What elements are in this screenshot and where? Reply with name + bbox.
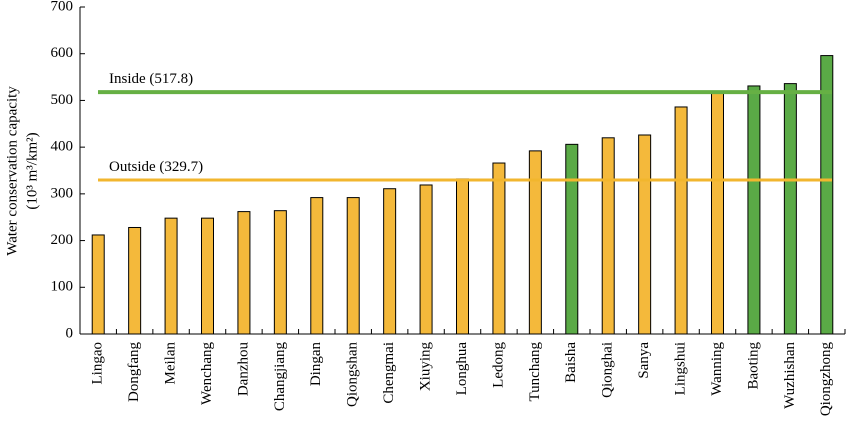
x-tick-label-tunchang: Tunchang xyxy=(527,342,543,402)
bar-xiuying xyxy=(419,184,433,335)
bar-changjiang xyxy=(273,210,287,335)
x-tick-label-baoting: Baoting xyxy=(745,342,761,390)
bars-layer xyxy=(91,55,834,335)
axes-layer xyxy=(79,7,845,335)
bar-baisha xyxy=(565,143,579,335)
bar-wenchang xyxy=(201,217,214,335)
x-tick-label-meilan: Meilan xyxy=(163,342,179,385)
y-tick-label: 300 xyxy=(51,185,74,201)
y-axis-label: Water conservation capacity xyxy=(4,86,20,256)
bar-sanya xyxy=(638,134,652,335)
x-tick-label-wenchang: Wenchang xyxy=(199,342,215,405)
bar-ledong xyxy=(492,162,506,335)
y-tick-label: 100 xyxy=(51,279,74,295)
x-tick-label-wanning: Wanning xyxy=(709,342,725,396)
x-tick-label-ledong: Ledong xyxy=(490,342,506,388)
x-tick-label-danzhou: Danzhou xyxy=(235,342,251,397)
reference-lines-layer: Inside (517.8) Outside (329.7) xyxy=(98,71,832,182)
reference-label-outside: Outside (329.7) xyxy=(109,159,203,175)
y-tick-label: 700 xyxy=(51,0,74,14)
bar-qiongzhong xyxy=(820,55,834,335)
bar-danzhou xyxy=(237,211,251,335)
x-tick-label-lingao: Lingao xyxy=(90,342,106,385)
y-axis-title: Water conservation capacity (10³ m³/km²) xyxy=(4,86,40,256)
bar-lingao xyxy=(91,234,105,335)
bar-dingan xyxy=(310,197,324,335)
bar-wuzhishan xyxy=(783,83,797,335)
x-tick-label-qionghai: Qionghai xyxy=(600,342,616,398)
reference-label-inside: Inside (517.8) xyxy=(109,71,193,87)
x-tick-label-wuzhishan: Wuzhishan xyxy=(782,342,798,409)
bar-dongfang xyxy=(128,226,142,335)
y-tick-label: 0 xyxy=(66,325,74,341)
bar-chengmai xyxy=(383,188,397,335)
y-ticks-layer: 0 100 200 300 400 500 600 700 xyxy=(51,0,85,341)
x-tick-label-qiongshan: Qiongshan xyxy=(345,342,361,407)
bar-wanning xyxy=(711,91,724,335)
x-tick-label-lingshui: Lingshui xyxy=(673,342,689,395)
y-tick-label: 400 xyxy=(51,139,74,155)
y-tick-label: 500 xyxy=(51,92,74,108)
x-ticks-layer: Lingao Dongfang Meilan Wenchang Danzhou Chang… xyxy=(79,329,846,417)
x-tick-label-longhua: Longhua xyxy=(454,342,470,396)
x-tick-label-dongfang: Dongfang xyxy=(126,342,142,402)
bar-qionghai xyxy=(601,137,615,335)
bar-lingshui xyxy=(674,106,688,335)
bar-longhua xyxy=(456,178,469,335)
bar-meilan xyxy=(164,217,178,335)
x-tick-label-dingan: Dingan xyxy=(308,342,324,387)
y-axis-units: (10³ m³/km²) xyxy=(24,132,40,209)
y-tick-label: 600 xyxy=(51,45,74,61)
x-tick-label-baisha: Baisha xyxy=(563,342,579,383)
y-tick-label: 200 xyxy=(51,232,74,248)
x-tick-label-sanya: Sanya xyxy=(636,342,652,379)
x-tick-label-qiongzhong: Qiongzhong xyxy=(818,342,834,417)
x-tick-label-chengmai: Chengmai xyxy=(381,342,397,404)
bar-tunchang xyxy=(528,150,542,335)
x-tick-label-changjiang: Changjiang xyxy=(272,342,288,412)
bar-baoting xyxy=(747,85,761,335)
bar-qiongshan xyxy=(346,197,360,335)
x-tick-label-xiuying: Xiuying xyxy=(418,342,434,392)
